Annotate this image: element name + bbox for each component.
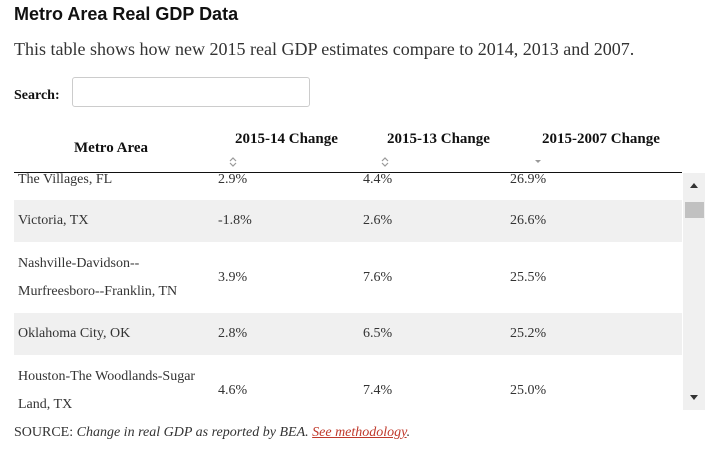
change-cell: -1.8%	[218, 213, 252, 228]
column-header[interactable]: Metro Area	[74, 140, 148, 156]
metro-cell: The Villages, FL	[18, 173, 113, 187]
search-label: Search:	[14, 88, 60, 103]
column-header[interactable]: 2015-14 Change	[235, 131, 338, 147]
metro-cell: Houston-The Woodlands-Sugar Land, TX	[18, 368, 196, 411]
column-header[interactable]: 2015-13 Change	[387, 131, 490, 147]
change-cell: 6.5%	[363, 326, 393, 341]
metro-cell: Oklahoma City, OK	[18, 326, 131, 341]
change-cell: 2.6%	[363, 213, 393, 228]
header-rule	[14, 172, 682, 173]
table-row: Oklahoma City, OK 2.8% 6.5% 25.2%	[14, 313, 682, 355]
table-row: Victoria, TX -1.8% 2.6% 26.6%	[14, 200, 682, 242]
sort-icon[interactable]	[533, 156, 543, 168]
search-input[interactable]	[72, 77, 310, 107]
sort-icon[interactable]	[380, 156, 390, 168]
table-row: The Villages, FL 2.9% 4.4% 26.9%	[14, 173, 682, 200]
source-prefix: SOURCE:	[14, 425, 74, 440]
change-cell: 7.6%	[363, 269, 393, 285]
subtitle: This table shows how new 2015 real GDP e…	[14, 39, 635, 59]
scrollbar[interactable]	[683, 173, 705, 410]
metro-cell: Nashville-Davidson--Murfreesboro--Frankl…	[18, 255, 178, 299]
change-cell: 26.6%	[510, 213, 547, 228]
methodology-link[interactable]: See methodology	[312, 425, 407, 440]
source-suffix: .	[406, 425, 411, 440]
table-row: Nashville-Davidson--Murfreesboro--Frankl…	[14, 242, 682, 313]
change-cell: 2.8%	[218, 326, 248, 341]
title: Metro Area Real GDP Data	[14, 4, 239, 24]
change-cell: 3.9%	[218, 269, 248, 285]
table-body: The Villages, FL 2.9% 4.4% 26.9% Victoria, T…	[14, 173, 682, 410]
column-header[interactable]: 2015-2007 Change	[542, 131, 660, 147]
change-cell: 2.9%	[218, 173, 248, 187]
table-row: Houston-The Woodlands-Sugar Land, TX 4.6%…	[14, 355, 682, 411]
change-cell: 4.6%	[218, 382, 248, 398]
change-cell: 25.5%	[510, 269, 547, 285]
metro-cell: Victoria, TX	[18, 213, 89, 228]
source-text: Change in real GDP as reported by BEA.	[76, 425, 309, 440]
footer: SOURCE: Change in real GDP as reported b…	[14, 425, 410, 441]
change-cell: 25.0%	[510, 382, 547, 398]
change-cell: 7.4%	[363, 382, 393, 398]
change-cell: 4.4%	[363, 173, 393, 187]
sort-icon[interactable]	[228, 156, 238, 168]
change-cell: 25.2%	[510, 326, 547, 341]
table-rows: The Villages, FL 2.9% 4.4% 26.9% Victoria, T…	[14, 173, 682, 410]
change-cell: 26.9%	[510, 173, 547, 187]
